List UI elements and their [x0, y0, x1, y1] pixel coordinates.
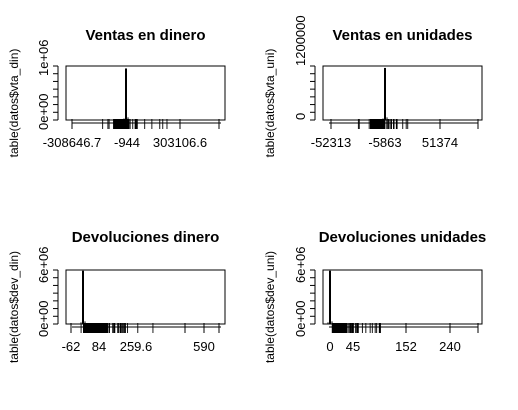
panel4-x-tick-label: 45 — [346, 339, 360, 354]
panel3-title: Devoluciones dinero — [72, 229, 220, 246]
panel4-x-tick-label: 152 — [395, 339, 417, 354]
panel1-x-rug-dense — [114, 119, 128, 129]
panel3-x-tick-label: 590 — [193, 339, 215, 354]
panel2-plot-box — [322, 65, 483, 121]
panel4-x-rug-dense — [332, 323, 348, 333]
panel1-x-tick-label: 303106.6 — [153, 135, 207, 150]
panel3-x-tick-label: 259.6 — [120, 339, 153, 354]
panel2-y-tick-label: 0 — [293, 113, 308, 120]
panel2-x-tick-label: -52313 — [311, 135, 351, 150]
panel2-y-label: table(datos$vta_uni) — [263, 49, 277, 158]
panel3-y-tick-label: 6e+06 — [36, 246, 51, 283]
panel2-x-rug-dense — [370, 119, 386, 129]
panel1-x-tick-label: -944 — [114, 135, 140, 150]
panel1-y-label: table(datos$vta_din) — [7, 49, 21, 158]
panel1-x-tick-label: -308646.7 — [43, 135, 102, 150]
panel2-x-tick-label: 51374 — [422, 135, 458, 150]
panel2-x-tick-label: -5863 — [368, 135, 401, 150]
panel3-x-tick-label: 84 — [92, 339, 106, 354]
panel4-x-tick-label: 240 — [439, 339, 461, 354]
panel2-title: Ventas en unidades — [332, 27, 472, 44]
panel1-plot-box — [65, 65, 226, 121]
panel4-x-tick-label: 0 — [326, 339, 333, 354]
panel4-title: Devoluciones unidades — [319, 229, 487, 246]
panel3-plot-box — [65, 269, 226, 325]
panel1-title: Ventas en dinero — [85, 27, 205, 44]
panel4-y-tick-label: 6e+06 — [293, 246, 308, 283]
panel4-y-tick-label: 0e+00 — [293, 300, 308, 337]
panel3-x-rug-dense — [83, 323, 108, 333]
panel3-x-tick-label: -62 — [62, 339, 81, 354]
panel1-y-tick-label: 1e+06 — [36, 39, 51, 76]
panel3-y-label: table(datos$dev_din) — [7, 251, 21, 363]
panel2-y-tick-label: 1200000 — [293, 15, 308, 66]
panel4-plot-box — [322, 269, 483, 325]
panel1-y-tick-label: 0e+00 — [36, 93, 51, 130]
panel3-y-tick-label: 0e+00 — [36, 300, 51, 337]
panel4-y-label: table(datos$dev_uni) — [263, 251, 277, 363]
